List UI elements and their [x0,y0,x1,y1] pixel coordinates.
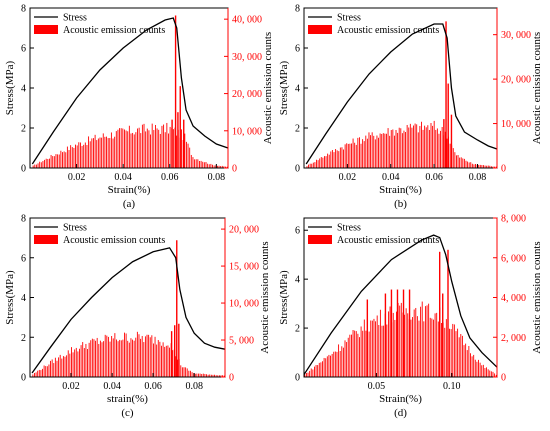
legend-ae-swatch [308,235,332,244]
legend-stress-label: Stress [63,223,87,234]
y-tick-label: 4 [21,84,26,95]
x-axis-label: Strain(%) [379,184,422,196]
y-tick-label: 6 [21,44,26,55]
ae-bars [32,15,228,168]
panel-label: (b) [394,198,407,210]
legend-ae-swatch [34,25,58,34]
stress-line [303,234,498,375]
chart-panel-a: 0.02 0.04 0.06 0.08 0 2 4 6 8 0 10, 000 20, 000 30, … [4,4,274,211]
x-tick-label: 0.04 [103,381,121,392]
y-axis-label: Stress(MPa) [4,270,16,325]
x-tick-label: 0.02 [68,172,86,183]
y2-tick-label: 10, 000 [229,299,259,310]
y2-tick-label: 0 [501,373,506,384]
y-tick-label: 2 [21,124,26,135]
y2-tick-label: 20, 000 [232,89,262,100]
y-tick-label: 0 [295,373,300,384]
y-tick-label: 8 [21,214,26,225]
y2-tick-label: 10, 000 [232,126,262,137]
x-tick-label: 0.05 [368,381,386,392]
y-tick-label: 2 [21,333,26,344]
y2-tick-label: 5, 000 [229,336,254,347]
y-tick-label: 0 [21,164,26,175]
panel-label: (a) [123,198,136,210]
y2-tick-label: 8, 000 [501,214,526,225]
y2-tick-label: 4, 000 [501,293,526,304]
y-tick-label: 0 [21,373,26,384]
legend-ae-label: Acoustic emission counts [63,235,165,246]
legend-stress-label: Stress [63,13,87,24]
ae-bars [304,249,497,377]
y2-tick-label: 20, 000 [501,75,531,86]
legend-stress-label: Stress [337,223,361,234]
y2-tick-label: 2, 000 [501,333,526,344]
legend-ae-label: Acoustic emission counts [337,25,439,36]
y2-tick-label: 30, 000 [232,52,262,63]
x-tick-label: 0.06 [425,172,443,183]
y2-axis-label: Acoustic emission counts [531,241,543,353]
legend-ae-swatch [308,25,332,34]
y2-axis-label: Acoustic emission counts [531,32,543,144]
panel-label: (c) [121,407,134,419]
y-tick-label: 4 [295,84,300,95]
y-axis-label: Stress(MPa) [278,270,290,325]
x-tick-label: 0.02 [339,172,357,183]
legend-ae-swatch [34,235,58,244]
panel-label: (d) [394,407,407,419]
x-axis-label: Strain(%) [379,393,422,405]
x-tick-label: 0.08 [185,381,203,392]
chart-panel-c: 0.02 0.04 0.06 0.08 0 2 4 6 8 0 5, 000 10, 000 15, 0… [4,214,271,420]
y2-tick-label: 30, 000 [501,30,531,41]
chart-panel-d: 0.05 0.10 0 2 4 6 0 2, 000 4, 000 6, 000 8, 000 Str… [278,214,543,420]
y2-axis-label: Acoustic emission counts [259,241,271,353]
x-tick-label: 0.08 [208,172,226,183]
y-tick-label: 4 [295,275,300,286]
x-tick-label: 0.04 [114,172,132,183]
y2-tick-label: 10, 000 [501,119,531,130]
y2-tick-label: 40, 000 [232,15,262,26]
stress-line [31,247,226,374]
stress-line [31,17,229,165]
y-tick-label: 2 [295,324,300,335]
y-axis-label: Stress(MPa) [4,60,16,115]
y2-tick-label: 0 [501,164,506,175]
legend-ae-label: Acoustic emission counts [63,25,165,36]
stress-line [305,23,498,165]
y-tick-label: 6 [295,226,300,237]
y-tick-label: 6 [21,253,26,264]
x-axis-label: Strain(%) [108,184,151,196]
legend-ae-label: Acoustic emission counts [337,235,439,246]
ae-bars [32,240,225,377]
y-tick-label: 8 [295,4,300,15]
x-tick-label: 0.04 [382,172,400,183]
x-tick-label: 0.10 [443,381,461,392]
y2-tick-label: 15, 000 [229,262,259,273]
x-axis-label: strain(%) [107,393,148,405]
y2-tick-label: 20, 000 [229,225,259,236]
x-tick-label: 0.08 [469,172,487,183]
x-tick-label: 0.02 [62,381,80,392]
y-axis-label: Stress(MPa) [278,60,290,115]
y-tick-label: 8 [21,4,26,15]
chart-panel-b: 0.02 0.04 0.06 0.08 0 2 4 6 8 0 10, 000 20, 000 30, … [278,4,543,211]
ae-bars [306,21,497,168]
y2-tick-label: 6, 000 [501,253,526,264]
legend-stress-label: Stress [337,13,361,24]
x-tick-label: 0.06 [161,172,179,183]
x-tick-label: 0.06 [144,381,162,392]
y2-axis-label: Acoustic emission counts [262,32,274,144]
y-tick-label: 4 [21,293,26,304]
y-tick-label: 2 [295,124,300,135]
y-tick-label: 6 [295,44,300,55]
y-tick-label: 0 [295,164,300,175]
y2-tick-label: 0 [232,164,237,175]
y2-tick-label: 0 [229,373,234,384]
